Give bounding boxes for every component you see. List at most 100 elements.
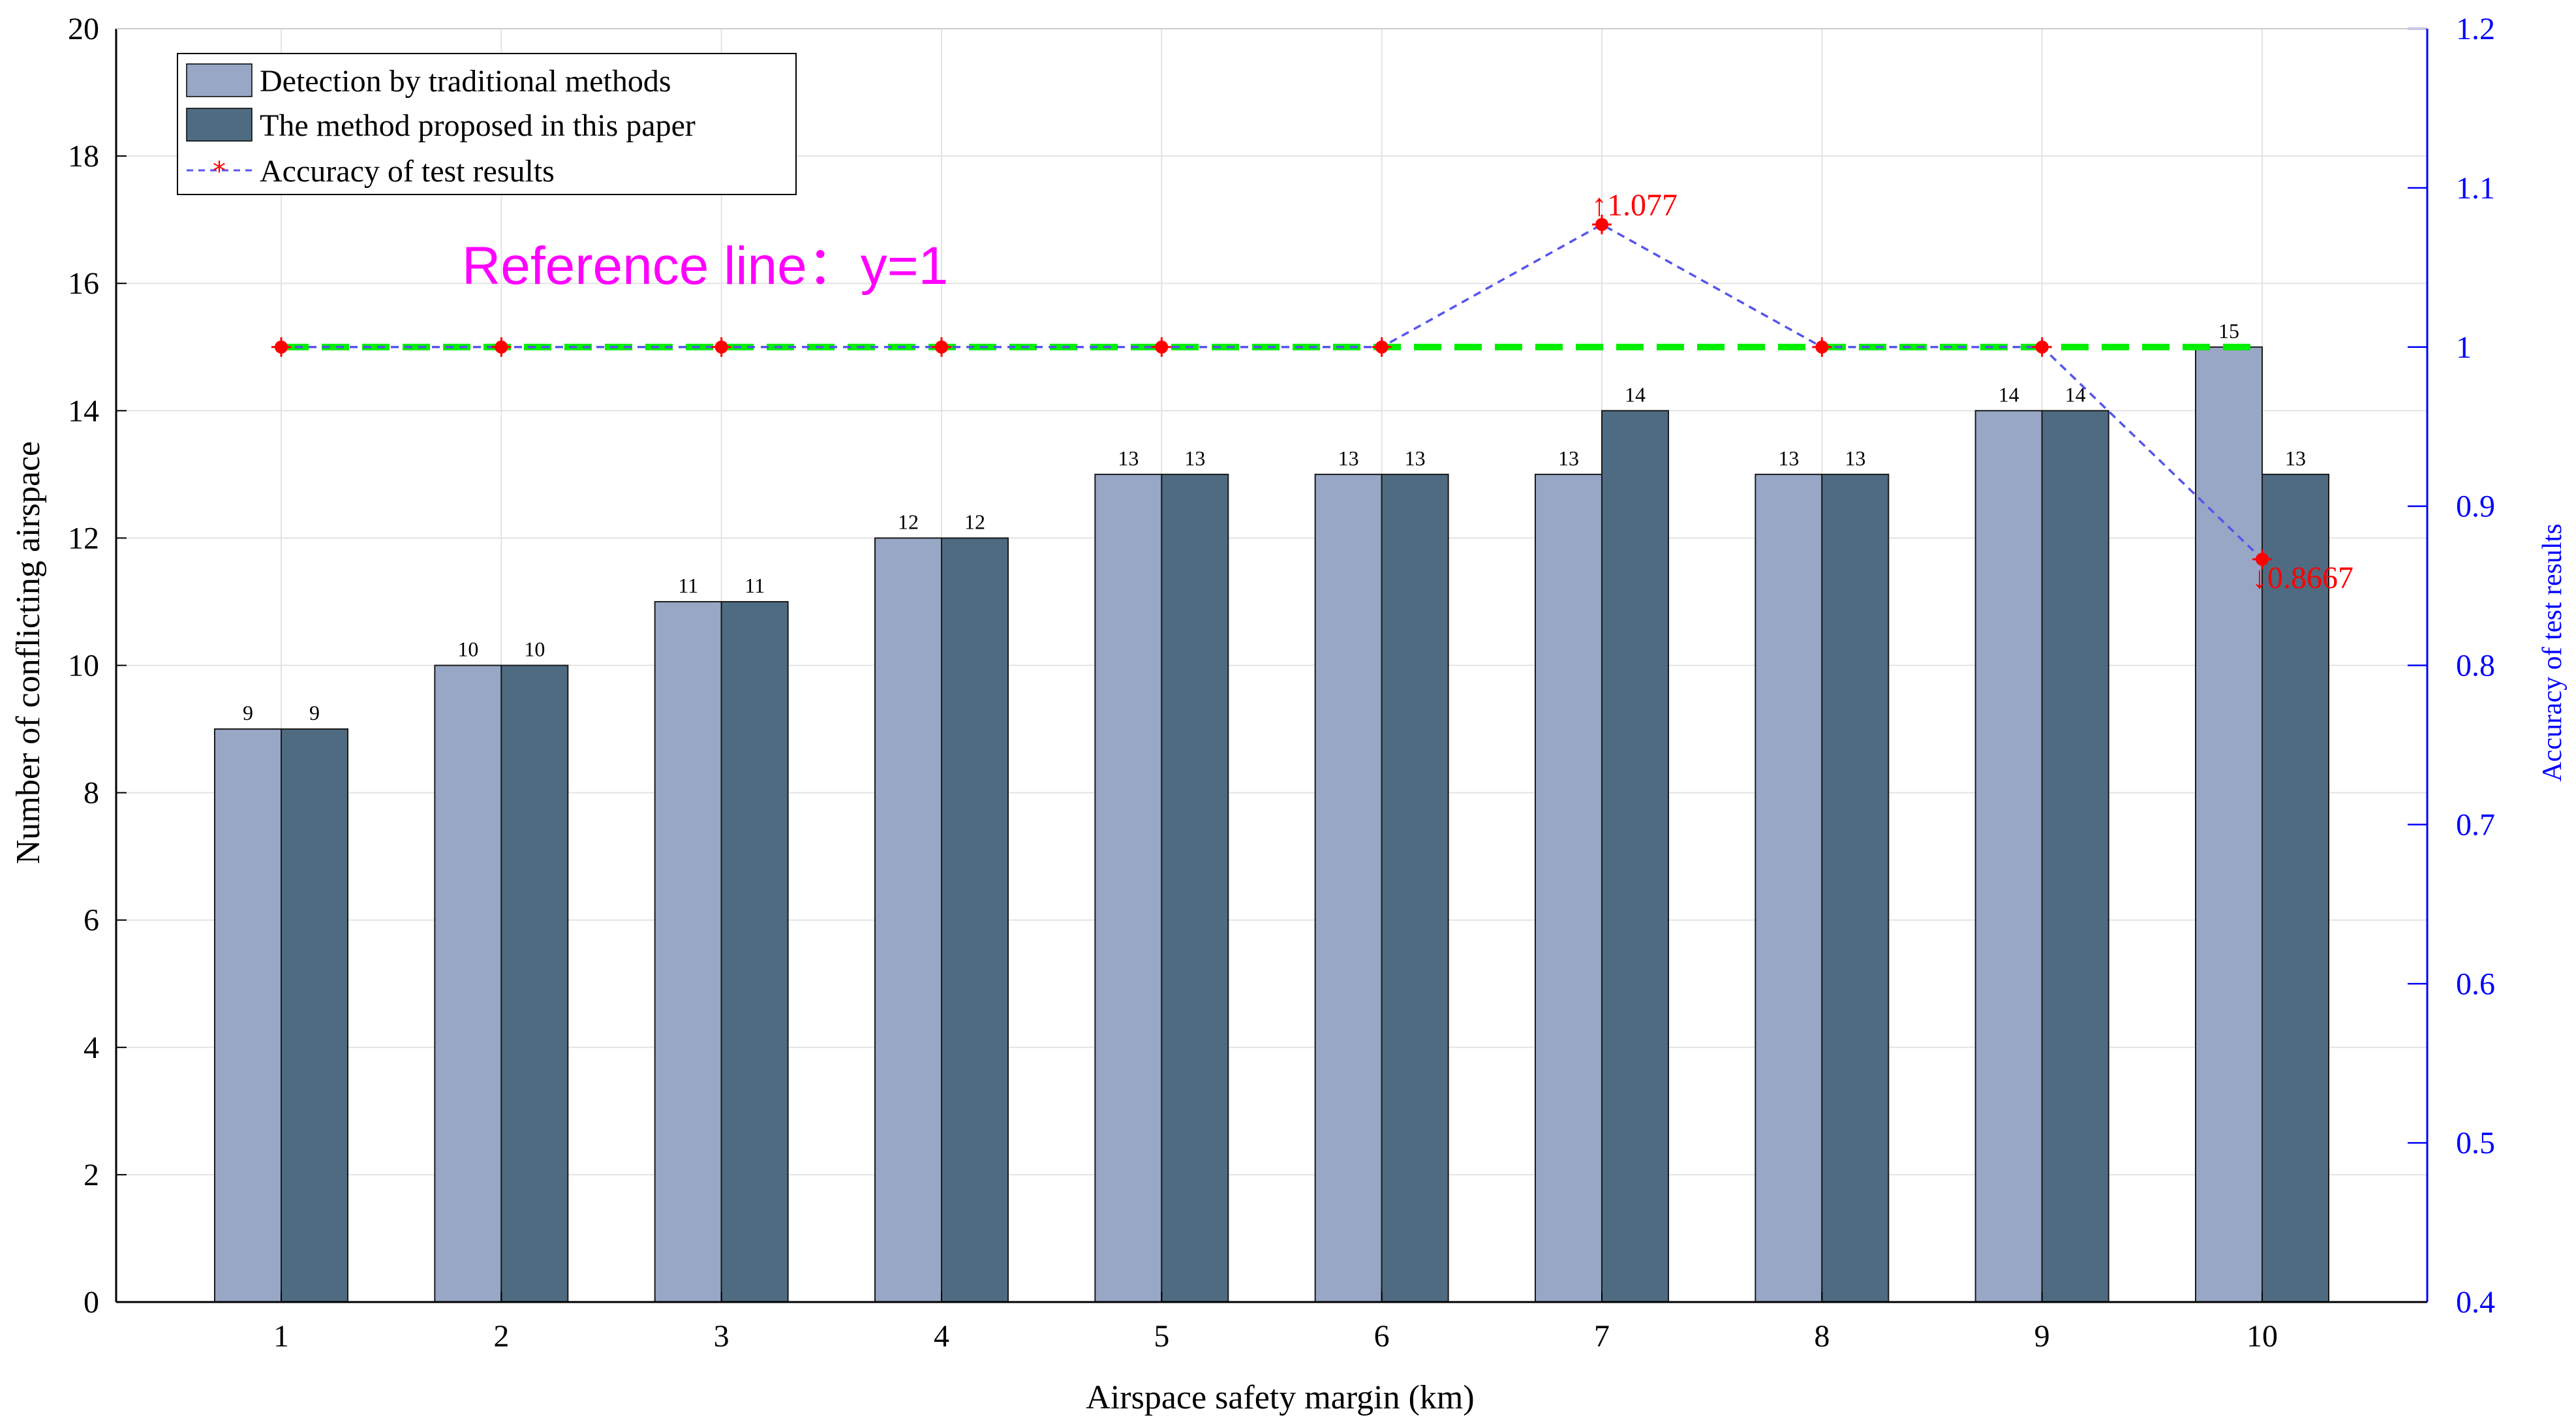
y-right-tick-label: 0.6 — [2456, 967, 2495, 1001]
x-axis-title: Airspace safety margin (km) — [1086, 1379, 1474, 1416]
bar-traditional — [1314, 473, 1383, 1303]
accuracy-point — [1812, 337, 1832, 357]
bar-traditional — [1094, 473, 1163, 1303]
bar-label-traditional: 11 — [678, 574, 698, 597]
y-tick-label: 0 — [84, 1285, 99, 1320]
y-right-tick-label: 1.1 — [2456, 171, 2495, 206]
bar-label-traditional: 13 — [1338, 446, 1359, 470]
accuracy-point — [2252, 549, 2272, 569]
y-right-tick-label: 0.8 — [2456, 649, 2495, 683]
bar-traditional — [434, 664, 502, 1303]
bar-label-proposed: 13 — [1184, 446, 1205, 470]
y-tick-label: 12 — [68, 521, 99, 555]
x-tick-label: 3 — [714, 1319, 729, 1354]
x-tick-label: 7 — [1594, 1319, 1610, 1354]
accuracy-point — [711, 337, 731, 357]
reference-line-label: Reference line：y=1 — [462, 236, 948, 296]
bar-label-proposed: 12 — [964, 510, 985, 533]
bar-label-traditional: 13 — [1778, 446, 1799, 470]
y-tick-label: 16 — [68, 266, 99, 301]
legend: Detection by traditional methods The met… — [177, 53, 797, 195]
bar-label-proposed: 10 — [524, 638, 545, 661]
bar-label-traditional: 9 — [243, 701, 253, 724]
bar-label-traditional: 10 — [457, 638, 478, 661]
accuracy-point — [271, 337, 291, 357]
bar-traditional — [654, 600, 722, 1303]
annotation-label: ↑1.077 — [1591, 188, 1678, 223]
bar-label-proposed: 14 — [2065, 382, 2086, 406]
accuracy-point — [1592, 214, 1612, 234]
legend-label-accuracy: Accuracy of test results — [260, 154, 555, 189]
bar-label-proposed: 13 — [1845, 446, 1865, 470]
x-tick-label: 5 — [1154, 1319, 1169, 1354]
accuracy-point — [491, 337, 512, 357]
x-tick-label: 4 — [934, 1319, 949, 1354]
y-right-tick-label: 0.4 — [2456, 1285, 2495, 1320]
y-axis-right-title: Accuracy of test results — [2538, 523, 2568, 781]
axes — [115, 27, 2429, 1303]
bar-label-traditional: 12 — [898, 510, 919, 533]
y-right-tick-label: 0.7 — [2456, 807, 2495, 842]
bar-label-traditional: 14 — [1999, 382, 2019, 406]
legend-label-traditional: Detection by traditional methods — [260, 64, 671, 99]
annotation-label: ↓0.8667 — [2252, 561, 2354, 595]
bar-label-proposed: 13 — [2285, 446, 2306, 470]
y-tick-label: 2 — [84, 1158, 99, 1192]
x-tick-label: 8 — [1814, 1319, 1830, 1354]
x-tick-label: 10 — [2246, 1319, 2278, 1354]
y-tick-label: 8 — [84, 776, 99, 811]
bar-proposed — [2262, 473, 2329, 1303]
bar-traditional — [1755, 473, 1823, 1303]
bar-proposed — [720, 600, 789, 1303]
legend-swatch-proposed — [186, 108, 253, 142]
legend-swatch-traditional — [186, 63, 253, 97]
bar-proposed — [1821, 473, 1890, 1303]
y-right-tick-label: 0.9 — [2456, 489, 2495, 524]
bar-label-proposed: 14 — [1625, 382, 1646, 406]
bar-proposed — [941, 537, 1009, 1303]
y-tick-label: 20 — [68, 12, 99, 46]
accuracy-point — [1372, 337, 1392, 357]
bar-traditional — [2195, 346, 2263, 1303]
bar-proposed — [1601, 410, 1669, 1303]
x-tick-label: 9 — [2034, 1319, 2050, 1354]
bars — [214, 346, 2329, 1303]
bar-proposed — [500, 664, 569, 1303]
x-tick-label: 1 — [273, 1319, 289, 1354]
bar-label-proposed: 11 — [744, 574, 765, 597]
bar-proposed — [1381, 473, 1449, 1303]
bar-traditional — [874, 537, 942, 1303]
x-tick-label: 2 — [493, 1319, 509, 1354]
y-tick-label: 14 — [68, 394, 99, 428]
bar-traditional — [1974, 410, 2043, 1303]
bar-proposed — [1161, 473, 1229, 1303]
y-right-tick-label: 1 — [2456, 330, 2472, 365]
y-tick-label: 4 — [84, 1031, 99, 1065]
bar-label-traditional: 13 — [1118, 446, 1139, 470]
bar-label-traditional: 15 — [2218, 319, 2239, 343]
bar-traditional — [214, 728, 282, 1303]
y-tick-label: 6 — [84, 903, 99, 938]
accuracy-point — [932, 337, 951, 357]
bar-label-proposed: 13 — [1405, 446, 1426, 470]
bar-proposed — [281, 728, 348, 1303]
y-right-tick-label: 0.5 — [2456, 1126, 2495, 1160]
y-axis-title: Number of conflicting airspace — [10, 441, 47, 864]
bar-label-traditional: 13 — [1558, 446, 1579, 470]
accuracy-point — [2032, 337, 2052, 357]
accuracy-line — [281, 223, 2263, 561]
y-right-tick-label: 1.2 — [2456, 12, 2495, 46]
legend-marker-accuracy: * — [213, 157, 226, 187]
legend-label-proposed: The method proposed in this paper — [260, 108, 696, 143]
y-tick-label: 10 — [68, 649, 99, 683]
y-tick-label: 18 — [68, 139, 99, 174]
bar-traditional — [1535, 473, 1602, 1303]
x-tick-label: 6 — [1374, 1319, 1390, 1354]
bar-label-proposed: 9 — [309, 701, 320, 724]
bar-proposed — [2041, 410, 2109, 1303]
accuracy-point — [1152, 337, 1172, 357]
legend-box — [177, 53, 797, 195]
accuracy-line-group — [271, 214, 2272, 569]
